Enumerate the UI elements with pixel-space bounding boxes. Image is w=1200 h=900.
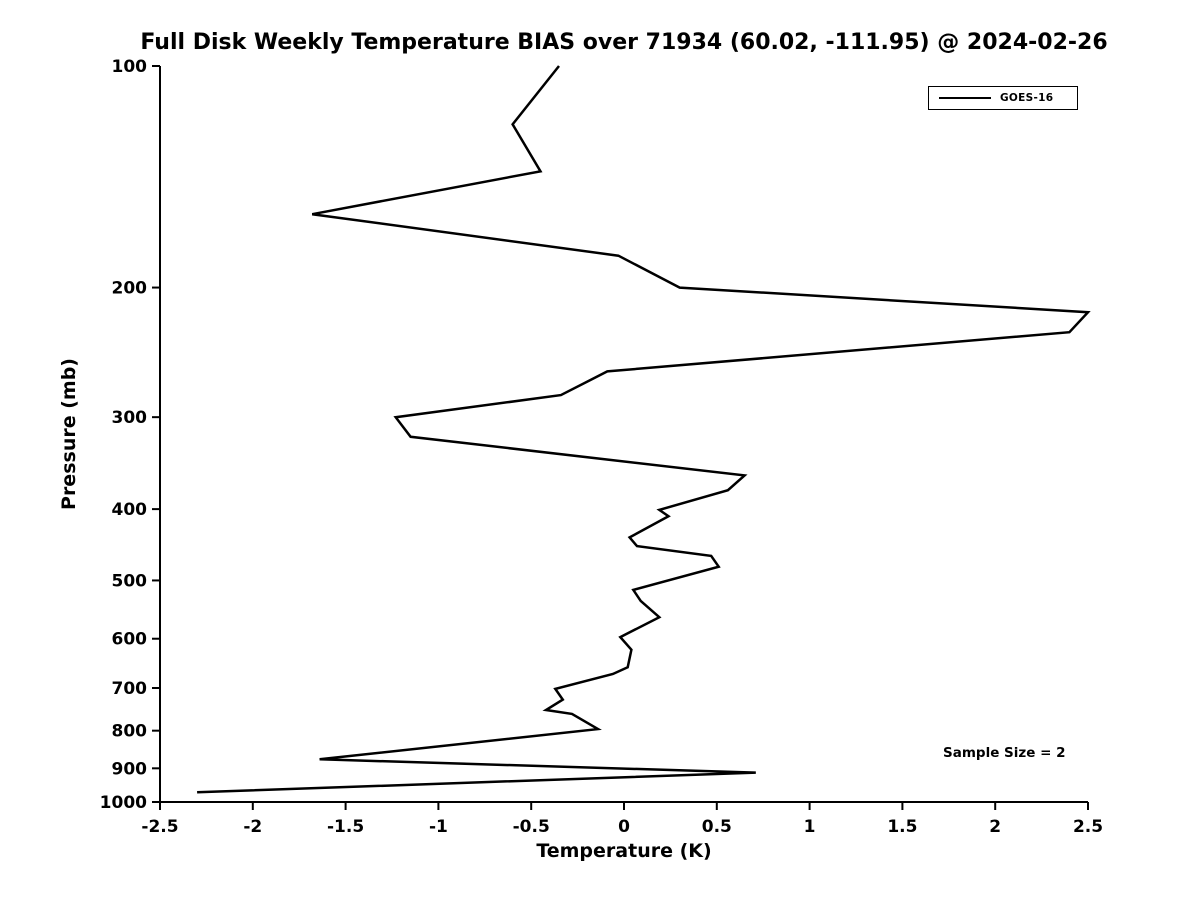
y-tick-label: 500 xyxy=(112,571,148,591)
legend-line-sample xyxy=(939,97,991,99)
y-tick-label: 600 xyxy=(112,630,148,650)
y-tick-label: 200 xyxy=(112,279,148,299)
x-tick-label: -0.5 xyxy=(513,817,550,837)
x-tick-label: -2.5 xyxy=(141,817,178,837)
y-tick-label: 900 xyxy=(112,759,148,779)
legend: GOES-16 xyxy=(928,86,1078,110)
x-tick-label: 1 xyxy=(804,817,816,837)
x-axis-label: Temperature (K) xyxy=(536,840,712,862)
x-tick-label: -2 xyxy=(243,817,262,837)
x-tick-label: -1 xyxy=(429,817,448,837)
x-tick-label: -1.5 xyxy=(327,817,364,837)
y-tick-label: 100 xyxy=(112,57,148,77)
y-tick-label: 300 xyxy=(112,408,148,428)
sample-size-annotation: Sample Size = 2 xyxy=(943,745,1066,761)
chart-title: Full Disk Weekly Temperature BIAS over 7… xyxy=(140,30,1108,55)
series-line-goes-16 xyxy=(197,65,1091,794)
legend-label: GOES-16 xyxy=(1000,92,1054,104)
x-tick-label: 2.5 xyxy=(1073,817,1103,837)
x-tick-label: 2 xyxy=(989,817,1001,837)
x-tick-label: 0 xyxy=(618,817,630,837)
y-tick-label: 400 xyxy=(112,500,148,520)
x-tick-label: 0.5 xyxy=(702,817,732,837)
x-tick-label: 1.5 xyxy=(887,817,917,837)
y-tick-label: 800 xyxy=(112,722,148,742)
y-tick-label: 1000 xyxy=(100,793,147,813)
y-tick-label: 700 xyxy=(112,679,148,699)
